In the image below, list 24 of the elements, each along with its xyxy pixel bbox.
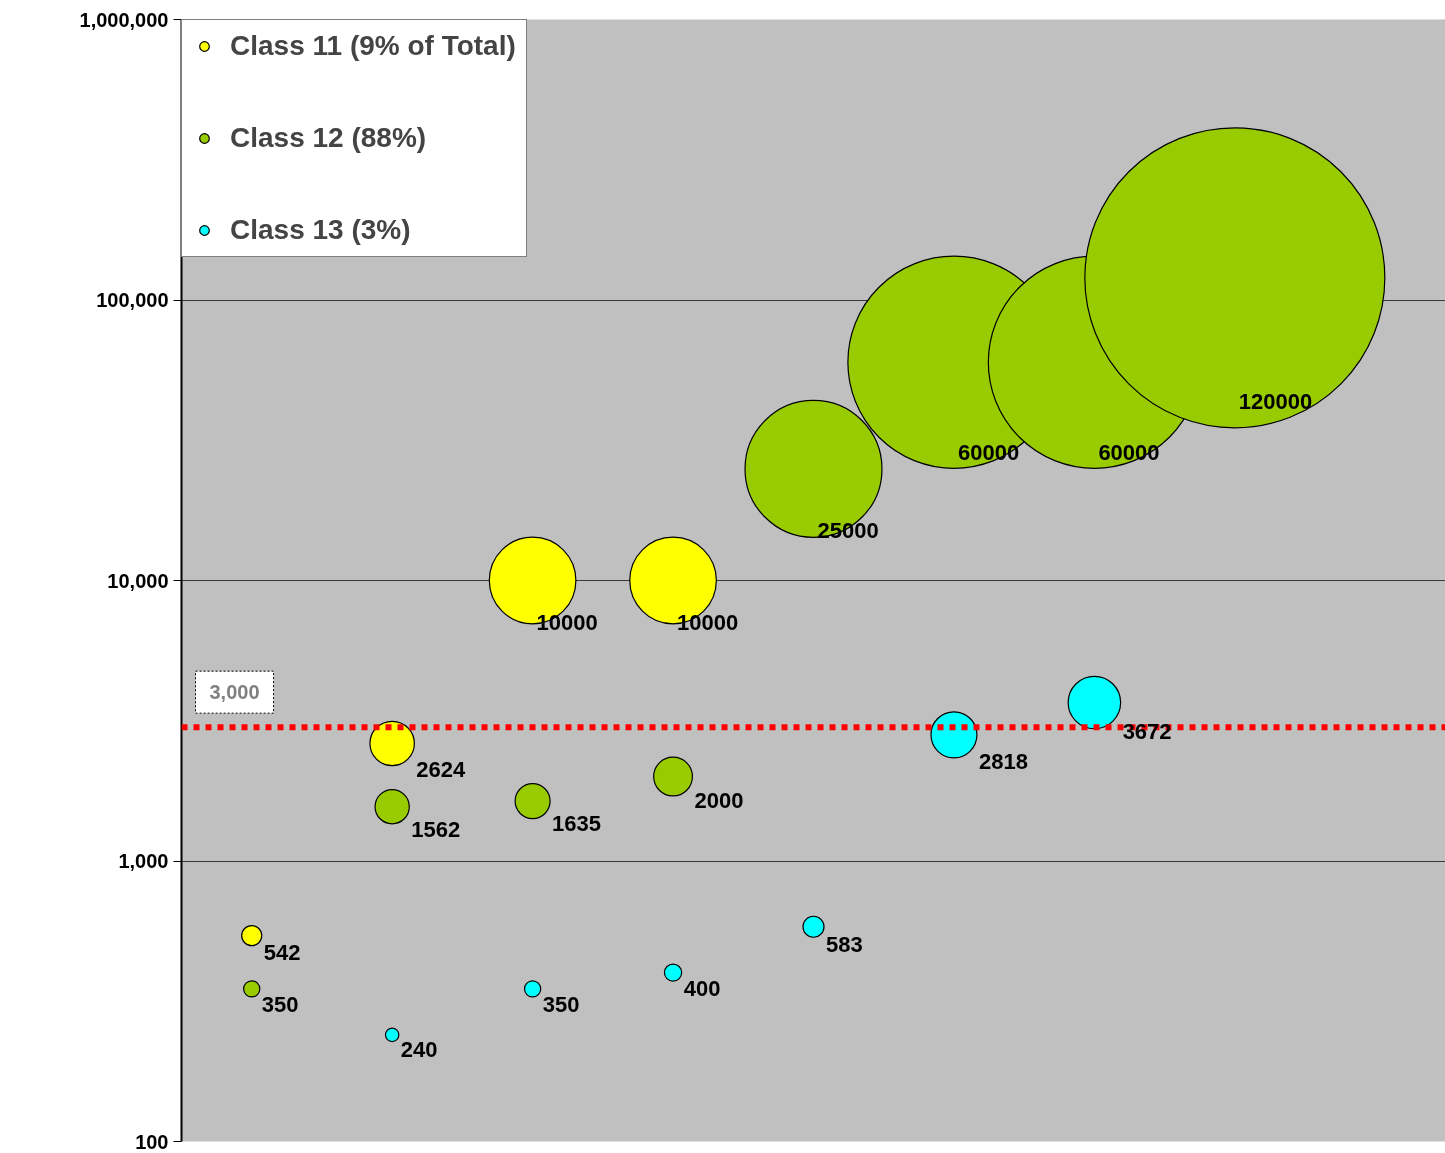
- data-label: 10000: [536, 610, 598, 636]
- data-label: 2000: [694, 788, 744, 814]
- ref-line-label: 3,000: [209, 681, 260, 704]
- legend-label: Class 11 (9% of Total): [230, 30, 516, 62]
- legend-label: Class 13 (3%): [230, 214, 411, 246]
- data-label: 350: [542, 992, 580, 1018]
- legend-label: Class 12 (88%): [230, 122, 427, 154]
- data-label: 583: [826, 931, 863, 957]
- data-label: 2818: [978, 749, 1028, 775]
- data-label: 400: [683, 976, 721, 1002]
- data-label: 542: [263, 940, 301, 966]
- y-tick-label: 1,000: [118, 850, 169, 872]
- data-label: 240: [400, 1036, 438, 1062]
- y-tick-label: 100,000: [96, 289, 169, 311]
- data-label: 3672: [1122, 719, 1172, 745]
- y-tick-label: 100: [135, 1130, 169, 1153]
- data-label: 10000: [677, 610, 739, 636]
- data-label: 2624: [416, 757, 467, 783]
- y-tick-label: 1,000,000: [79, 8, 169, 31]
- data-label: 120000: [1238, 388, 1313, 414]
- data-label: 350: [261, 992, 299, 1018]
- y-tick-label: 10,000: [107, 569, 169, 592]
- data-label: 1635: [552, 811, 602, 837]
- data-label: 1562: [411, 816, 461, 842]
